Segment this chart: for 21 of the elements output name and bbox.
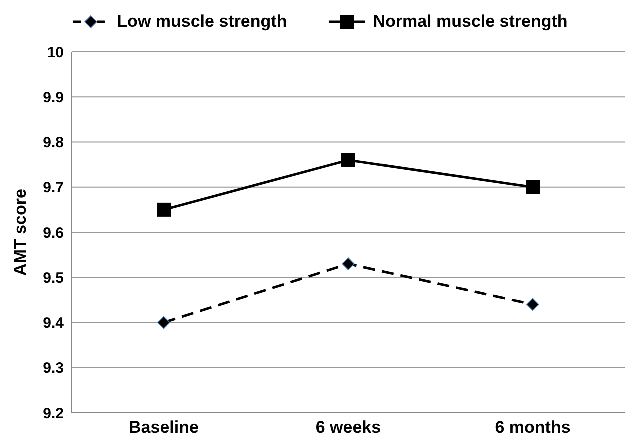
y-tick-label: 9.9 — [43, 89, 64, 106]
point — [342, 258, 355, 270]
legend-label: Low muscle strength — [117, 12, 288, 32]
point — [342, 153, 356, 168]
legend-label: Normal muscle strength — [373, 12, 568, 32]
y-axis-title: AMT score — [11, 189, 30, 276]
y-tick-label: 9.8 — [43, 134, 64, 152]
point — [526, 180, 540, 194]
y-tick-label: 10 — [47, 44, 64, 62]
x-tick-label: 6 months — [495, 418, 571, 438]
point — [157, 202, 171, 217]
y-tick-label: 9.6 — [43, 224, 64, 242]
point — [158, 316, 170, 330]
y-tick-label: 9.2 — [43, 405, 64, 422]
y-tick-label: 9.3 — [43, 360, 64, 378]
y-tick-label: 9.7 — [43, 180, 64, 197]
point — [526, 298, 540, 312]
x-tick-label: Baseline — [129, 418, 199, 438]
y-tick-label: 9.5 — [43, 270, 64, 287]
x-tick-label: 6 weeks — [316, 418, 382, 438]
y-tick-label: 9.4 — [43, 315, 65, 332]
